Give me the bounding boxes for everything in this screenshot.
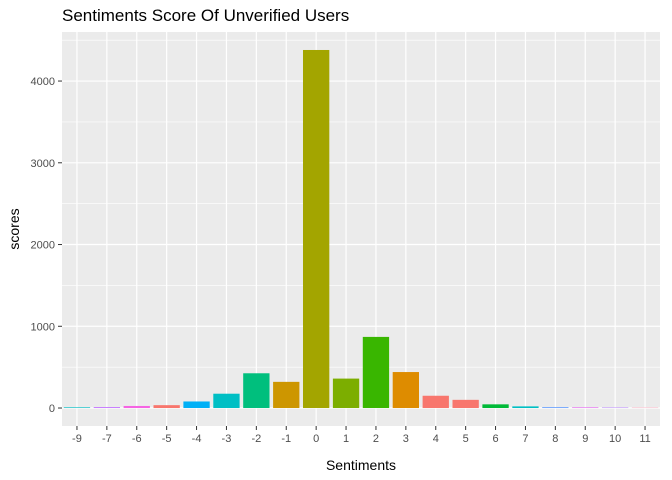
y-axis-ticks: 0 1000 2000 3000 4000 <box>31 76 62 415</box>
bar--1 <box>273 381 300 409</box>
y-tick-label: 3000 <box>31 158 55 170</box>
bar-9 <box>572 407 599 409</box>
plot-panel <box>62 32 660 426</box>
bar-5 <box>452 399 479 409</box>
bar--7 <box>93 407 121 409</box>
x-tick-label: -2 <box>251 433 261 445</box>
bar--2 <box>243 373 270 409</box>
bar-7 <box>512 406 539 409</box>
chart-title: Sentiments Score Of Unverified Users <box>62 6 350 25</box>
y-tick-label: 0 <box>49 403 55 415</box>
x-tick-label: -5 <box>162 433 172 445</box>
x-tick-label: 4 <box>433 433 439 445</box>
bar-3 <box>392 372 420 409</box>
x-tick-label: 6 <box>492 433 498 445</box>
x-tick-label: 8 <box>552 433 558 445</box>
y-axis-title: scores <box>6 208 22 249</box>
x-tick-label: -3 <box>222 433 232 445</box>
bar-2 <box>362 336 390 409</box>
bar--6 <box>123 405 150 409</box>
x-tick-label: -1 <box>281 433 291 445</box>
bar-4 <box>422 395 449 409</box>
x-tick-label: 9 <box>582 433 588 445</box>
bar--9 <box>63 407 91 409</box>
y-tick-label: 4000 <box>31 76 55 88</box>
bar-8 <box>542 407 569 409</box>
x-axis-ticks: -9 -7 -6 -5 -4 -3 -2 -1 0 1 2 3 4 5 6 7 8 9 10 11 <box>72 426 651 445</box>
x-tick-label: 1 <box>343 433 349 445</box>
bar-6 <box>482 404 509 409</box>
x-tick-label: 11 <box>639 433 650 445</box>
x-tick-label: 5 <box>463 433 469 445</box>
x-tick-label: -9 <box>72 433 82 445</box>
bars <box>63 49 659 409</box>
y-tick-label: 2000 <box>31 240 55 252</box>
bar--3 <box>213 393 240 409</box>
bar--5 <box>153 405 180 409</box>
x-axis-title: Sentiments <box>326 457 396 473</box>
x-tick-label: 0 <box>313 433 319 445</box>
x-tick-label: 3 <box>403 433 409 445</box>
x-tick-label: 7 <box>522 433 528 445</box>
x-tick-label: 2 <box>373 433 379 445</box>
bar-1 <box>332 378 360 409</box>
x-tick-label: 10 <box>609 433 621 445</box>
x-tick-label: -7 <box>102 433 112 445</box>
bar-0 <box>302 49 330 409</box>
x-tick-label: -6 <box>132 433 142 445</box>
x-tick-label: -4 <box>192 433 202 445</box>
y-tick-label: 1000 <box>31 321 55 333</box>
bar--4 <box>183 401 210 409</box>
